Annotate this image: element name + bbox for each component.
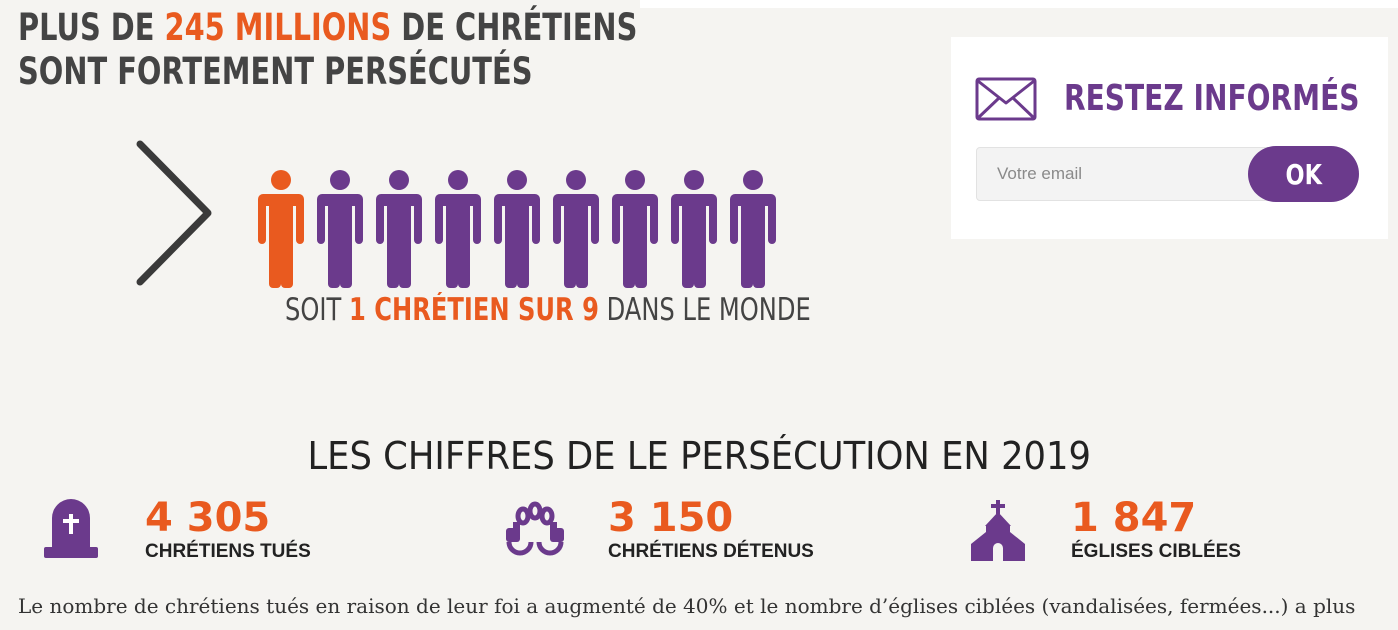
newsletter-title: RESTEZ INFORMÉS <box>1064 78 1360 119</box>
person-icon-highlighted <box>258 170 304 288</box>
stat-label: CHRÉTIENS TUÉS <box>145 541 311 562</box>
headline: PLUS DE 245 MILLIONS DE CHRÉTIENS SONT F… <box>18 6 637 94</box>
body-paragraph: Le nombre de chrétiens tués en raison de… <box>18 594 1356 618</box>
stat-value: 4 305 <box>145 495 271 541</box>
top-strip <box>640 0 1398 8</box>
stats-title: LES CHIFFRES DE LE PERSÉCUTION EN 2019 <box>307 434 1091 478</box>
stat-label: CHRÉTIENS DÉTENUS <box>608 541 814 562</box>
stat-value: 3 150 <box>608 495 734 541</box>
stat-value: 1 847 <box>1071 495 1197 541</box>
tombstone-icon <box>42 498 100 565</box>
person-icon <box>376 170 422 288</box>
email-input[interactable] <box>976 147 1276 201</box>
newsletter-box: RESTEZ INFORMÉS OK <box>951 37 1388 239</box>
person-icon <box>612 170 658 288</box>
person-icon <box>317 170 363 288</box>
stat-label: ÉGLISES CIBLÉES <box>1071 541 1241 562</box>
people-row <box>258 170 776 288</box>
person-icon <box>494 170 540 288</box>
person-icon <box>671 170 717 288</box>
envelope-icon <box>975 77 1037 126</box>
person-icon <box>553 170 599 288</box>
headline-line2: SONT FORTEMENT PERSÉCUTÉS <box>18 50 533 93</box>
person-icon <box>435 170 481 288</box>
chevron-right-icon <box>128 138 218 293</box>
headline-line1: PLUS DE 245 MILLIONS DE CHRÉTIENS <box>18 6 638 49</box>
church-icon <box>967 498 1031 571</box>
ratio-caption: SOIT 1 CHRÉTIEN SUR 9 DANS LE MONDE <box>285 292 811 328</box>
subscribe-button[interactable]: OK <box>1248 146 1359 202</box>
headline-accent: 245 MILLIONS <box>164 6 392 49</box>
handcuffs-icon <box>503 498 567 569</box>
person-icon <box>730 170 776 288</box>
